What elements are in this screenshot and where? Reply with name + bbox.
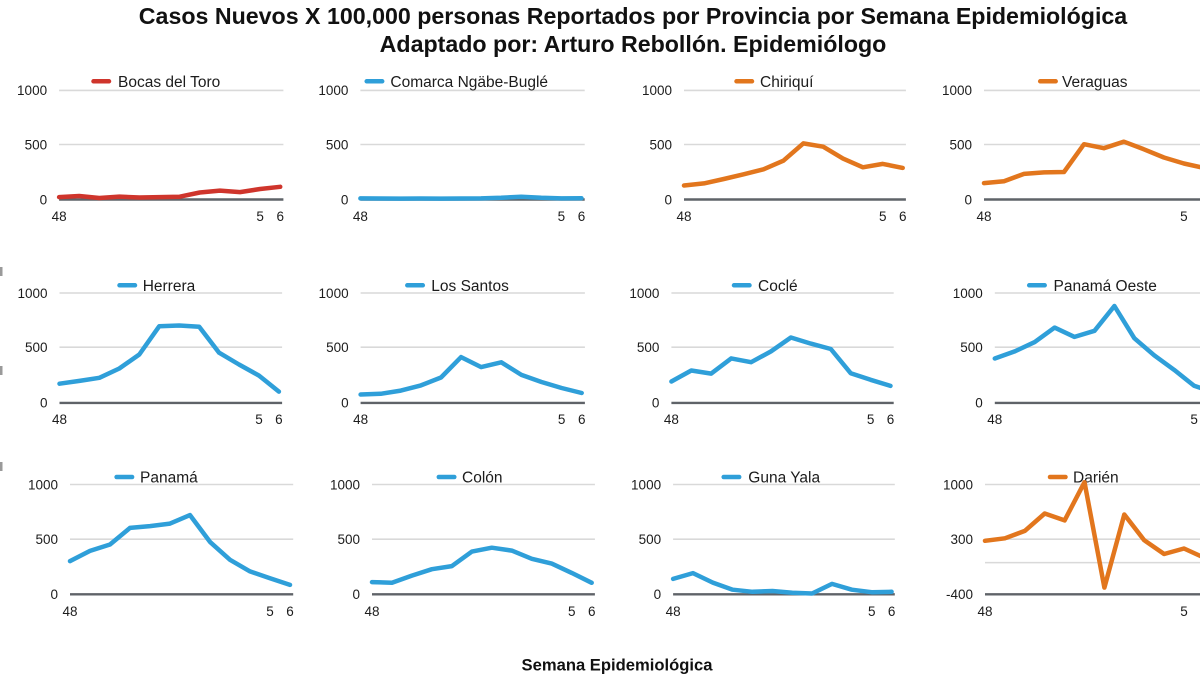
svg-text:0: 0 xyxy=(50,587,58,602)
svg-text:500: 500 xyxy=(639,532,662,547)
svg-text:500: 500 xyxy=(637,340,660,355)
svg-text:0: 0 xyxy=(975,396,983,411)
svg-text:48: 48 xyxy=(364,604,379,619)
svg-text:1000: 1000 xyxy=(330,477,360,492)
svg-text:1000: 1000 xyxy=(631,477,661,492)
svg-text:Herrera: Herrera xyxy=(143,278,196,295)
svg-text:Guna Yala: Guna Yala xyxy=(748,470,820,487)
svg-text:Colón: Colón xyxy=(462,470,503,487)
svg-text:Panamá Oeste: Panamá Oeste xyxy=(1054,278,1157,295)
svg-text:1000: 1000 xyxy=(629,286,659,301)
svg-text:6: 6 xyxy=(286,604,294,619)
svg-text:5: 5 xyxy=(868,604,876,619)
svg-text:6: 6 xyxy=(887,412,895,427)
svg-text:48: 48 xyxy=(987,412,1002,427)
svg-text:1000: 1000 xyxy=(28,477,58,492)
svg-text:1000: 1000 xyxy=(642,83,672,98)
svg-text:1000: 1000 xyxy=(17,286,47,301)
svg-text:1000: 1000 xyxy=(943,477,973,492)
svg-text:5: 5 xyxy=(255,412,263,427)
svg-text:500: 500 xyxy=(35,532,58,547)
svg-text:6: 6 xyxy=(578,412,586,427)
svg-text:0: 0 xyxy=(652,396,660,411)
svg-text:1000: 1000 xyxy=(17,83,47,98)
svg-text:Darién: Darién xyxy=(1073,470,1119,487)
svg-text:500: 500 xyxy=(960,340,983,355)
svg-text:0: 0 xyxy=(352,587,360,602)
svg-text:0: 0 xyxy=(40,396,48,411)
svg-text:0: 0 xyxy=(964,192,972,207)
svg-text:48: 48 xyxy=(977,604,992,619)
svg-text:5: 5 xyxy=(266,604,274,619)
svg-text:0: 0 xyxy=(40,192,48,207)
svg-text:Chiriquí: Chiriquí xyxy=(760,74,814,91)
svg-text:500: 500 xyxy=(326,340,349,355)
svg-text:0: 0 xyxy=(341,192,349,207)
svg-text:48: 48 xyxy=(353,412,368,427)
svg-text:500: 500 xyxy=(326,137,349,152)
svg-text:6: 6 xyxy=(276,209,284,224)
svg-text:5: 5 xyxy=(256,209,264,224)
svg-text:0: 0 xyxy=(654,587,662,602)
svg-text:5: 5 xyxy=(558,209,566,224)
svg-text:6: 6 xyxy=(888,604,896,619)
svg-text:5: 5 xyxy=(1180,604,1188,619)
svg-text:500: 500 xyxy=(337,532,360,547)
svg-text:5: 5 xyxy=(568,604,576,619)
svg-text:48: 48 xyxy=(664,412,679,427)
svg-text:-400: -400 xyxy=(946,587,973,602)
svg-text:500: 500 xyxy=(949,137,972,152)
svg-text:Comarca Ngäbe-Buglé: Comarca Ngäbe-Buglé xyxy=(390,74,548,91)
svg-text:1000: 1000 xyxy=(942,83,972,98)
svg-text:5: 5 xyxy=(879,209,887,224)
svg-text:500: 500 xyxy=(25,340,48,355)
svg-text:1000: 1000 xyxy=(953,286,983,301)
svg-text:Bocas del Toro: Bocas del Toro xyxy=(118,74,220,91)
svg-text:0: 0 xyxy=(341,396,349,411)
svg-text:Semana Epidemiológica: Semana Epidemiológica xyxy=(522,656,714,675)
svg-text:5: 5 xyxy=(558,412,566,427)
svg-text:500: 500 xyxy=(649,137,672,152)
svg-text:48: 48 xyxy=(353,209,368,224)
svg-text:6: 6 xyxy=(588,604,596,619)
svg-text:48: 48 xyxy=(62,604,77,619)
svg-text:Veraguas: Veraguas xyxy=(1062,74,1128,91)
svg-text:Panamá: Panamá xyxy=(140,470,198,487)
svg-text:Coclé: Coclé xyxy=(758,278,798,295)
svg-text:6: 6 xyxy=(899,209,907,224)
svg-text:Adaptado por: Arturo Rebollón.: Adaptado por: Arturo Rebollón. Epidemiól… xyxy=(380,31,887,57)
svg-text:48: 48 xyxy=(52,412,67,427)
svg-text:0: 0 xyxy=(664,192,672,207)
svg-text:1000: 1000 xyxy=(318,83,348,98)
svg-text:48: 48 xyxy=(52,209,67,224)
svg-text:48: 48 xyxy=(676,209,691,224)
svg-text:6: 6 xyxy=(275,412,283,427)
svg-text:1000: 1000 xyxy=(319,286,349,301)
svg-text:300: 300 xyxy=(950,532,973,547)
svg-text:Los Santos: Los Santos xyxy=(431,278,509,295)
svg-text:5: 5 xyxy=(1190,412,1198,427)
svg-text:48: 48 xyxy=(976,209,991,224)
svg-text:6: 6 xyxy=(578,209,586,224)
svg-text:48: 48 xyxy=(666,604,681,619)
svg-text:500: 500 xyxy=(25,137,48,152)
svg-text:5: 5 xyxy=(1180,209,1188,224)
svg-text:Casos Nuevos X 100,000 persona: Casos Nuevos X 100,000 personas Reportad… xyxy=(139,3,1128,29)
svg-text:5: 5 xyxy=(867,412,875,427)
